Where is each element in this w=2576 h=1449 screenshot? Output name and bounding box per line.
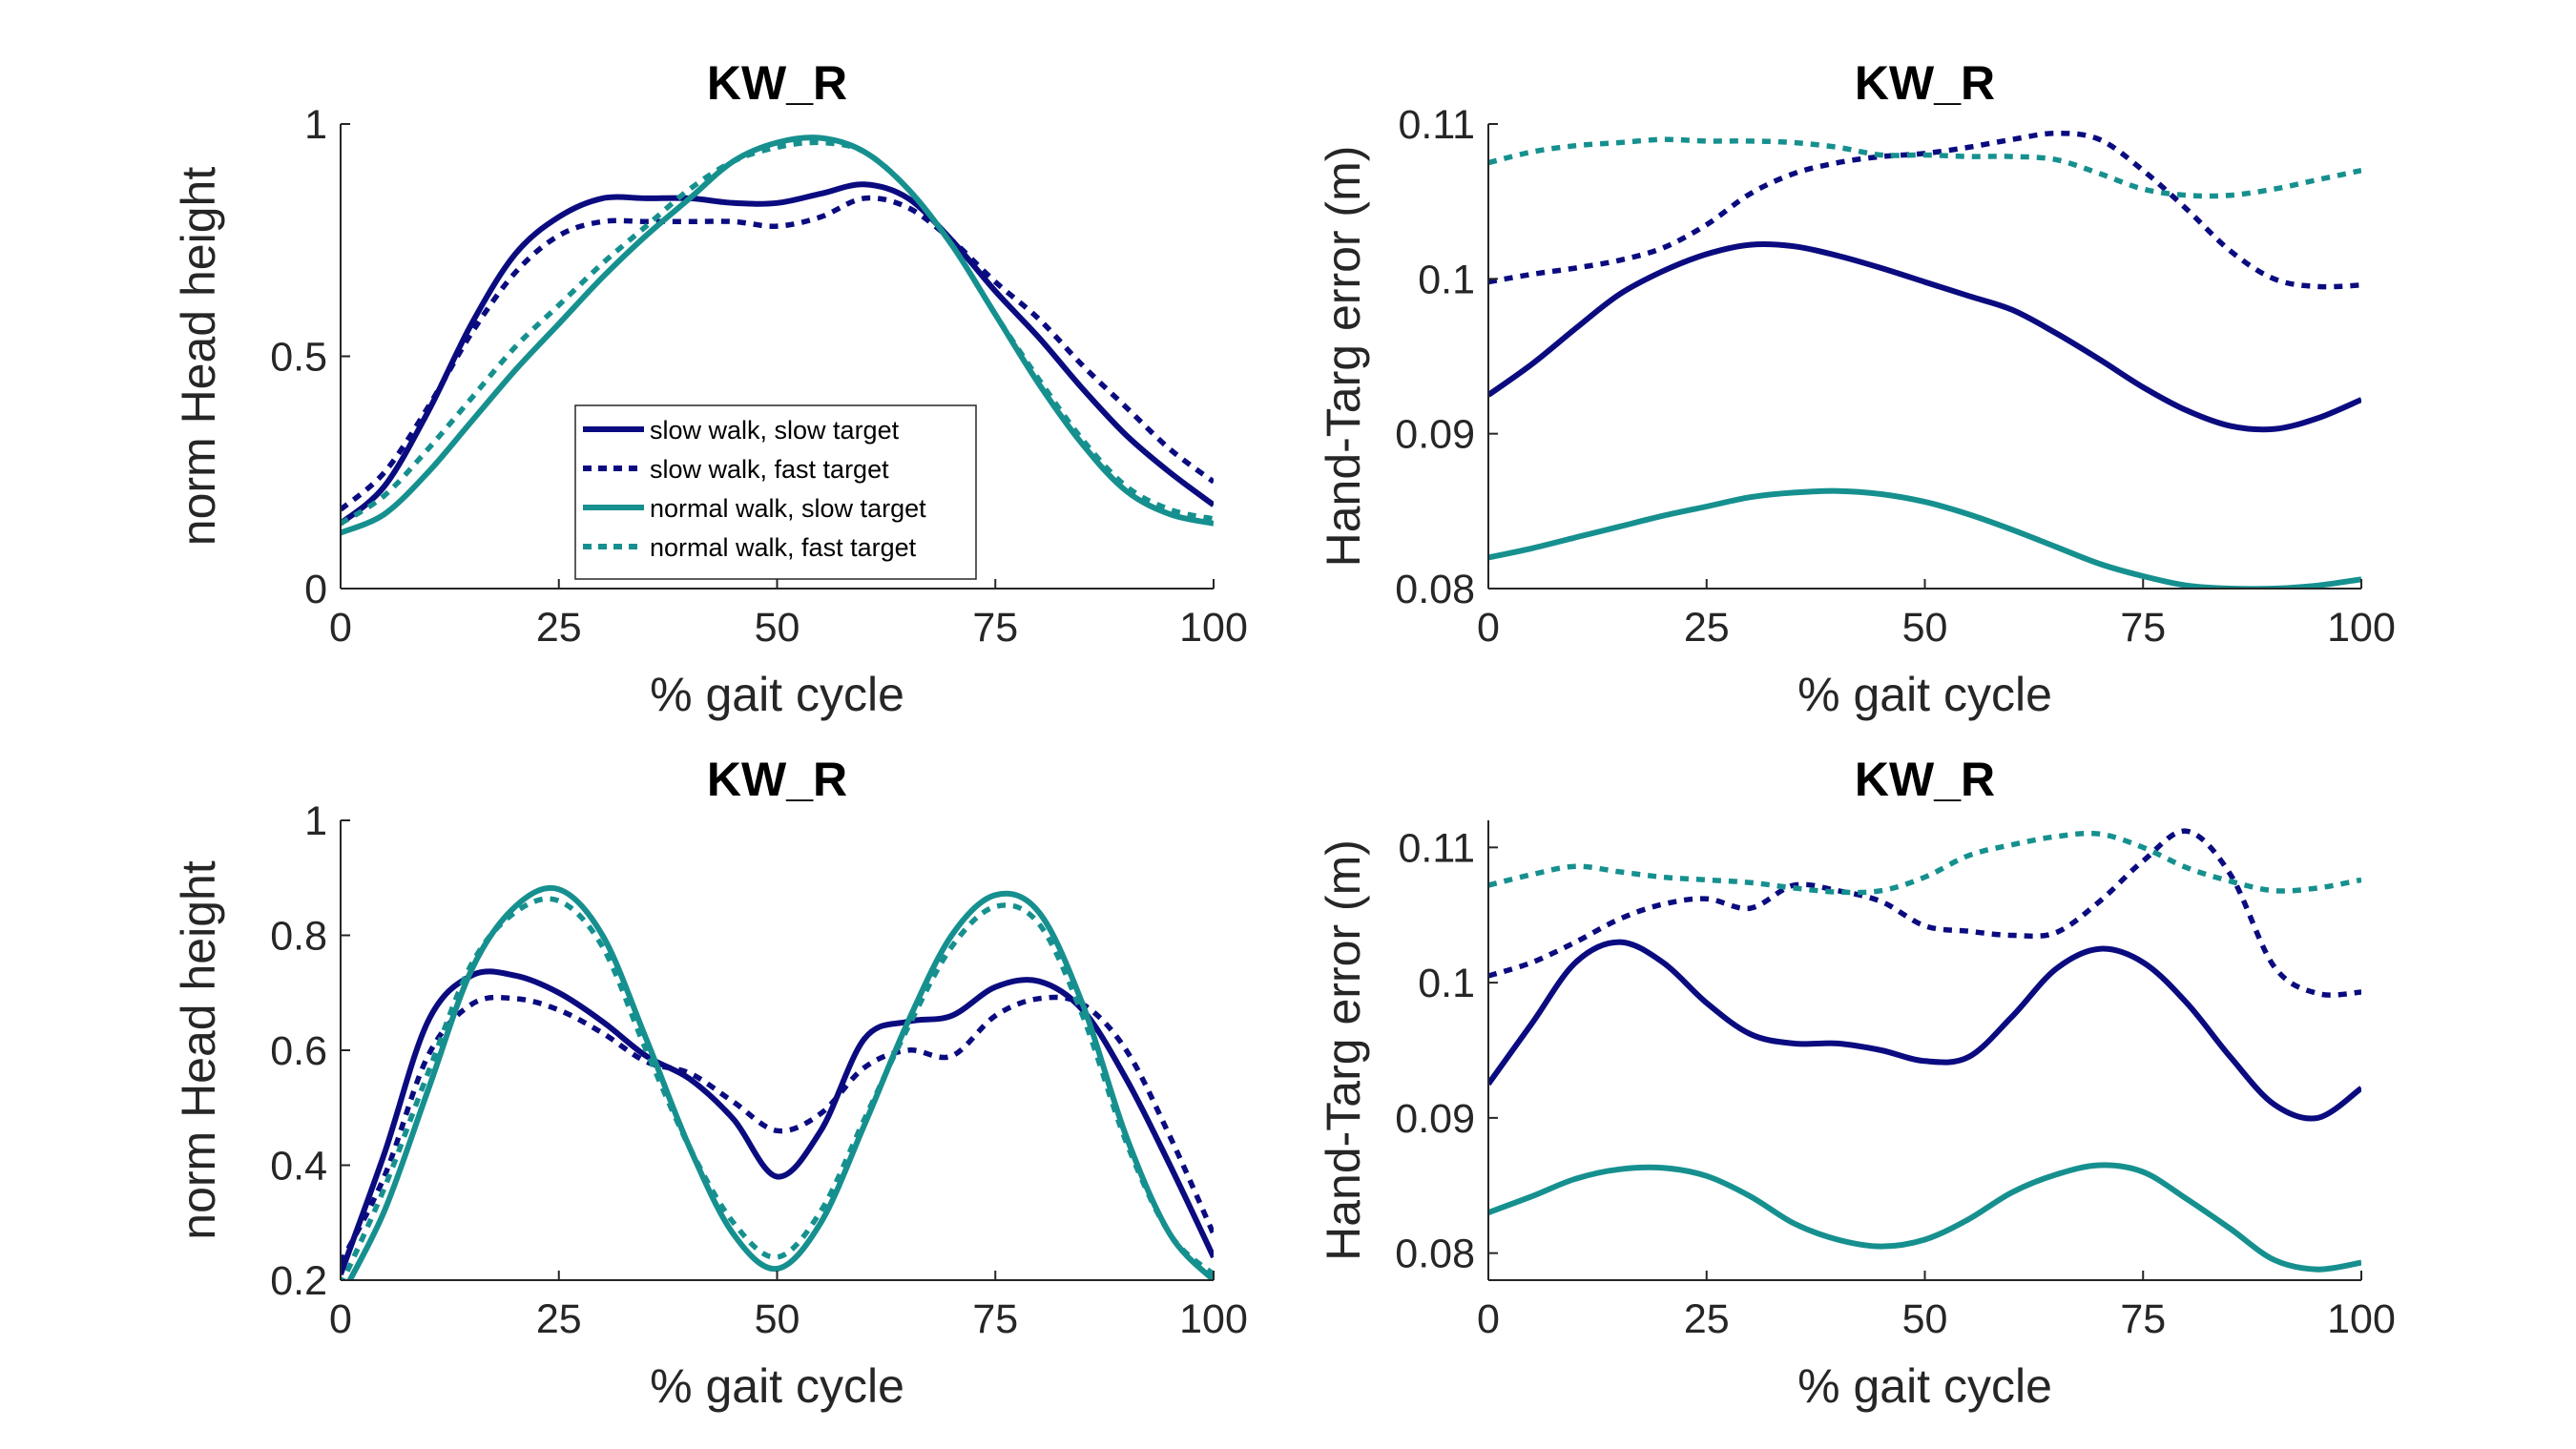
legend: slow walk, slow target slow walk, fast ta… xyxy=(574,404,977,580)
bottom-right-plot: 0 25 50 75 100 0.08 0.09 0.1 0.11 KW_R % gait cycl… xyxy=(1317,753,2396,1413)
bottom-left-x-tick-label: 100 xyxy=(1179,1296,1248,1342)
top-right-x-tick-label: 75 xyxy=(2120,605,2166,651)
bottom-right-series-normal-walk-slow-target xyxy=(1488,1162,2361,1273)
bottom-left-y-tick-label: 0.6 xyxy=(270,1028,327,1074)
top-right-x-tick-label: 25 xyxy=(1684,605,1730,651)
bottom-left-series-normal-walk-slow-target xyxy=(346,885,1214,1280)
top-right-y-tick-label: 0.08 xyxy=(1395,567,1475,612)
bottom-left-title: KW_R xyxy=(707,753,847,806)
top-right-series-normal-walk-slow-target xyxy=(1488,487,2361,589)
bottom-right-x-tick-label: 25 xyxy=(1684,1296,1730,1342)
bottom-left-y-tick-label: 0.8 xyxy=(270,914,327,960)
bottom-left-x-tick-label: 25 xyxy=(536,1296,582,1342)
top-left-y-tick-label: 0.5 xyxy=(270,335,327,381)
legend-label-slow-walk-fast-target: slow walk, fast target xyxy=(650,455,889,484)
top-left-plot: 0 25 50 75 100 0 0.5 1 KW_R % gait cycle norm Head… xyxy=(172,56,1248,721)
bottom-right-x-tick-label: 100 xyxy=(2327,1296,2396,1342)
bottom-left-x-tick-label: 0 xyxy=(329,1296,352,1342)
top-right-y-tick-label: 0.11 xyxy=(1399,102,1476,148)
bottom-right-series-group xyxy=(1488,828,2361,1273)
top-left-x-axis-label: % gait cycle xyxy=(650,668,904,721)
bottom-right-series-slow-walk-slow-target xyxy=(1488,939,2361,1122)
bottom-left-plot: 0 25 50 75 100 0.2 0.4 0.6 0.8 1 KW_R % gait cycle n… xyxy=(172,753,1248,1413)
top-right-series-normal-walk-fast-target xyxy=(1488,136,2361,199)
bottom-left-y-tick-label: 0.2 xyxy=(270,1258,327,1304)
bottom-left-series-group xyxy=(341,885,1214,1280)
bottom-right-y-tick-label: 0.11 xyxy=(1399,825,1476,871)
top-left-x-tick-label: 50 xyxy=(755,605,800,651)
bottom-right-title: KW_R xyxy=(1855,753,1995,806)
bottom-left-series-slow-walk-fast-target xyxy=(341,994,1214,1265)
bottom-right-x-tick-label: 0 xyxy=(1477,1296,1500,1342)
top-left-title: KW_R xyxy=(707,56,847,110)
top-left-x-tick-label: 0 xyxy=(329,605,352,651)
legend-box xyxy=(574,404,977,580)
bottom-left-x-tick-label: 50 xyxy=(755,1296,800,1342)
bottom-right-x-tick-label: 75 xyxy=(2120,1296,2166,1342)
top-right-x-tick-label: 50 xyxy=(1902,605,1948,651)
bottom-left-y-axis-label: norm Head height xyxy=(172,860,225,1240)
top-right-x-tick-label: 100 xyxy=(2327,605,2396,651)
top-left-series-normal-walk-fast-target xyxy=(341,139,1214,527)
top-right-series-group xyxy=(1488,130,2361,589)
top-right-y-tick-label: 0.09 xyxy=(1395,412,1475,458)
bottom-right-series-slow-walk-fast-target xyxy=(1488,828,2361,998)
bottom-left-y-tick-label: 0.4 xyxy=(270,1144,327,1190)
bottom-right-y-tick-label: 0.09 xyxy=(1395,1096,1475,1142)
top-right-y-axis-label: Hand-Targ error (m) xyxy=(1317,146,1370,568)
top-right-series-slow-walk-slow-target xyxy=(1488,241,2361,433)
top-left-y-tick-label: 0 xyxy=(304,567,327,612)
top-right-plot: 0 25 50 75 100 0.08 0.09 0.1 0.11 KW_R % gait cycl… xyxy=(1317,56,2396,721)
top-right-y-tick-label: 0.1 xyxy=(1418,257,1475,302)
bottom-left-y-tick-label: 1 xyxy=(304,798,327,844)
legend-label-normal-walk-slow-target: normal walk, slow target xyxy=(650,494,926,523)
top-left-series-slow-walk-fast-target xyxy=(341,195,1214,512)
top-left-y-axis-label: norm Head height xyxy=(172,167,225,547)
bottom-left-series-normal-walk-fast-target xyxy=(341,896,1214,1280)
top-left-x-tick-label: 100 xyxy=(1179,605,1248,651)
top-left-y-tick-label: 1 xyxy=(304,102,327,148)
legend-label-normal-walk-fast-target: normal walk, fast target xyxy=(650,533,917,562)
top-right-x-tick-label: 0 xyxy=(1477,605,1500,651)
top-left-series-slow-walk-slow-target xyxy=(341,181,1214,527)
legend-label-slow-walk-slow-target: slow walk, slow target xyxy=(650,416,900,445)
top-right-title: KW_R xyxy=(1855,56,1995,110)
bottom-left-x-axis-label: % gait cycle xyxy=(650,1359,904,1413)
top-left-series-group xyxy=(341,135,1214,536)
bottom-right-y-tick-label: 0.08 xyxy=(1395,1232,1475,1277)
top-left-series-normal-walk-slow-target xyxy=(341,135,1214,536)
top-left-x-tick-label: 25 xyxy=(536,605,582,651)
bottom-left-x-tick-label: 75 xyxy=(972,1296,1018,1342)
bottom-right-y-axis-label: Hand-Targ error (m) xyxy=(1317,839,1370,1261)
bottom-right-x-tick-label: 50 xyxy=(1902,1296,1948,1342)
bottom-right-y-tick-label: 0.1 xyxy=(1418,961,1475,1006)
bottom-right-series-normal-walk-fast-target xyxy=(1488,830,2361,896)
top-right-x-axis-label: % gait cycle xyxy=(1797,668,2052,721)
top-left-x-tick-label: 75 xyxy=(972,605,1018,651)
bottom-right-x-axis-label: % gait cycle xyxy=(1797,1359,2052,1413)
